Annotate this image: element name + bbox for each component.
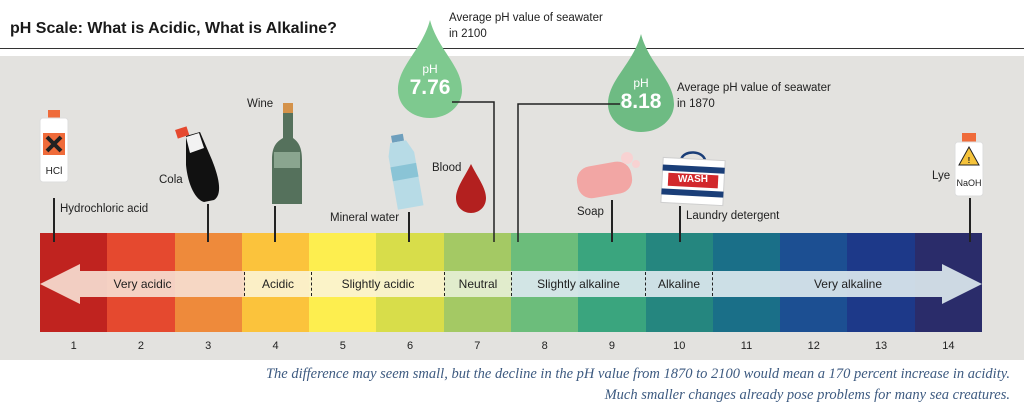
zone-divider [645, 272, 646, 296]
lye-bottle-icon: ! [954, 133, 984, 197]
ph-number-12: 12 [807, 340, 820, 352]
seawater-1870-ph-label: pH [633, 76, 649, 90]
label-cola: Cola [159, 174, 183, 186]
zone-neutral: Neutral [458, 277, 498, 291]
ph-number-11: 11 [740, 340, 753, 352]
zone-divider [511, 272, 512, 296]
cola-pointer [207, 204, 209, 242]
zone-very-acidic: Very acidic [113, 277, 172, 291]
zone-divider [712, 272, 713, 296]
ph-number-2: 2 [137, 340, 144, 352]
zone-acidic: Acidic [261, 277, 294, 291]
label-lye: Lye [932, 170, 951, 182]
seawater-1870-label-2: in 1870 [677, 98, 715, 110]
blood-drop-icon [456, 164, 486, 213]
zone-very-alkaline: Very alkaline [813, 277, 883, 291]
acidic-arrow [40, 264, 245, 304]
seawater-1870-value: 8.18 [620, 90, 662, 113]
zone-slightly-alkaline: Slightly alkaline [537, 277, 620, 291]
seawater-1870-connector [517, 103, 620, 242]
seawater-2100-label-2: in 2100 [449, 28, 487, 40]
seawater-2100-drop-icon [398, 20, 462, 118]
ph-number-1: 1 [70, 340, 77, 352]
ph-number-9: 9 [608, 340, 615, 352]
zone-alkaline: Alkaline [657, 277, 701, 291]
wine-bottle-icon [272, 103, 302, 204]
ph-number-5: 5 [339, 340, 346, 352]
lye-bottle-text: NaOH [956, 178, 982, 188]
seawater-2100-connector [452, 101, 495, 242]
detergent-box-icon [660, 151, 726, 207]
label-soap: Soap [577, 206, 604, 218]
label-laundry-detergent: Laundry detergent [686, 210, 780, 222]
neutral-band [445, 271, 512, 297]
seawater-1870-drop-icon [608, 34, 674, 132]
wine-pointer [274, 206, 276, 242]
detergent-pointer [679, 206, 681, 242]
ph-number-8: 8 [541, 340, 548, 352]
acidic-band [245, 271, 445, 297]
zone-divider [244, 272, 245, 296]
water-bottle-icon [388, 133, 424, 210]
ph-number-7: 7 [474, 340, 481, 352]
caption-line-1: The difference may seem small, but the d… [265, 366, 1010, 382]
seawater-2100-label-1: Average pH value of seawater [449, 12, 603, 24]
lye-pointer [969, 198, 971, 242]
label-blood: Blood [432, 162, 462, 174]
hcl-pointer [53, 198, 55, 242]
ph-number-4: 4 [272, 340, 279, 352]
cola-bottle-icon [175, 126, 220, 202]
soap-pointer [611, 200, 613, 242]
caption-line-2: Much smaller changes already pose proble… [604, 387, 1010, 403]
ph-number-10: 10 [673, 340, 686, 352]
ph-number-13: 13 [874, 340, 888, 352]
seawater-2100-ph-label: pH [422, 62, 438, 76]
hcl-bottle-text: HCl [45, 166, 63, 177]
page-title: pH Scale: What is Acidic, What is Alkali… [10, 20, 337, 37]
title-divider [0, 48, 1024, 49]
soap-icon [576, 152, 640, 199]
detergent-box-text: WASH [678, 174, 708, 185]
alkaline-arrow [512, 264, 982, 304]
label-mineral-water: Mineral water [330, 212, 400, 224]
label-wine: Wine [247, 98, 274, 110]
ph-number-3: 3 [205, 340, 212, 352]
ph-number-14: 14 [942, 340, 955, 352]
label-hydrochloric-acid: Hydrochloric acid [60, 203, 149, 215]
zone-slightly-acidic: Slightly acidic [341, 277, 415, 291]
svg-text:!: ! [968, 156, 971, 165]
zone-divider [444, 272, 445, 296]
hcl-bottle-icon [39, 110, 69, 183]
ph-number-6: 6 [407, 340, 414, 352]
seawater-2100-value: 7.76 [409, 76, 451, 99]
mineral-water-pointer [408, 212, 410, 242]
zone-divider [311, 272, 312, 296]
seawater-1870-label-1: Average pH value of seawater [677, 82, 831, 94]
